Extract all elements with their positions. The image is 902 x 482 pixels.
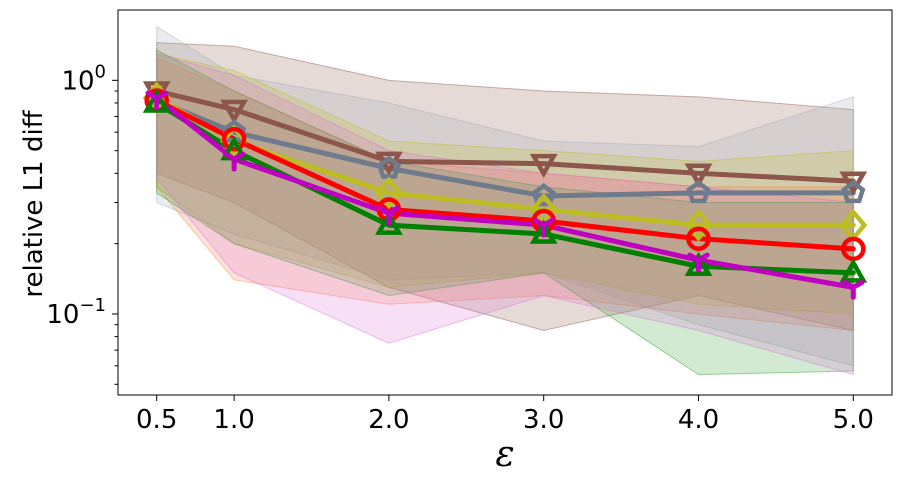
series-markers: [142, 81, 868, 300]
marker-magenta-1: [222, 151, 246, 172]
confidence-bands: [156, 25, 854, 376]
axes: 0.5 1.0 2.0 3.0 4.0 5.0 100 10−1: [46, 9, 893, 435]
marker-green-4: [684, 251, 713, 277]
marker-magenta-2-arm: [386, 205, 401, 216]
marker-magenta-2: [377, 205, 401, 226]
x-tick-label-3: 3.0: [523, 405, 564, 435]
marker-brown-4: [684, 163, 713, 188]
marker-magenta-4-arm: [696, 252, 710, 263]
marker-brown-5: [839, 171, 868, 196]
marker-slategray-4: [686, 180, 711, 204]
marker-magenta-1-arm: [231, 151, 246, 162]
x-tick-label-5: 5.0: [833, 405, 874, 435]
x-axis-label: ε: [495, 434, 514, 475]
marker-red-1: [221, 126, 247, 152]
y-axis-label: relative L1 diff: [19, 109, 49, 297]
x-tick-label-1: 1.0: [213, 405, 254, 435]
line-brown: [154, 88, 856, 184]
y-tick-label-0: 100: [61, 61, 106, 96]
marker-olive-4: [684, 208, 713, 242]
marker-magenta-4: [687, 252, 710, 273]
x-tick-label-0: 0.5: [136, 405, 177, 435]
marker-green-5: [839, 258, 868, 283]
marker-green-2: [375, 210, 403, 235]
line-magenta: [154, 95, 856, 290]
marker-magenta-5: [842, 279, 865, 300]
x-tick-label-2: 2.0: [368, 405, 409, 435]
marker-brown-3: [529, 153, 558, 179]
marker-slategray-5: [841, 180, 866, 204]
marker-magenta-3-arm: [541, 217, 555, 228]
marker-magenta-0: [145, 90, 168, 111]
marker-brown-1: [220, 99, 248, 125]
marker-magenta-0-arm: [154, 90, 168, 101]
marker-slategray-3: [531, 183, 556, 207]
band-slategray: [156, 25, 854, 367]
y-tick-label-1: 10−1: [46, 295, 106, 330]
band-olive: [156, 53, 854, 315]
band-magenta: [156, 53, 854, 376]
marker-magenta-5-arm: [850, 279, 865, 290]
marker-magenta-3: [532, 217, 555, 238]
x-tick-label-4: 4.0: [678, 405, 719, 435]
marker-olive-2: [374, 176, 403, 210]
line-green: [154, 100, 856, 276]
line-slategray: [154, 97, 856, 199]
marker-red-4: [686, 226, 711, 251]
series-lines: [154, 88, 856, 290]
marker-green-3: [529, 219, 558, 244]
line-red: [154, 97, 856, 252]
marker-olive-1: [220, 124, 249, 158]
